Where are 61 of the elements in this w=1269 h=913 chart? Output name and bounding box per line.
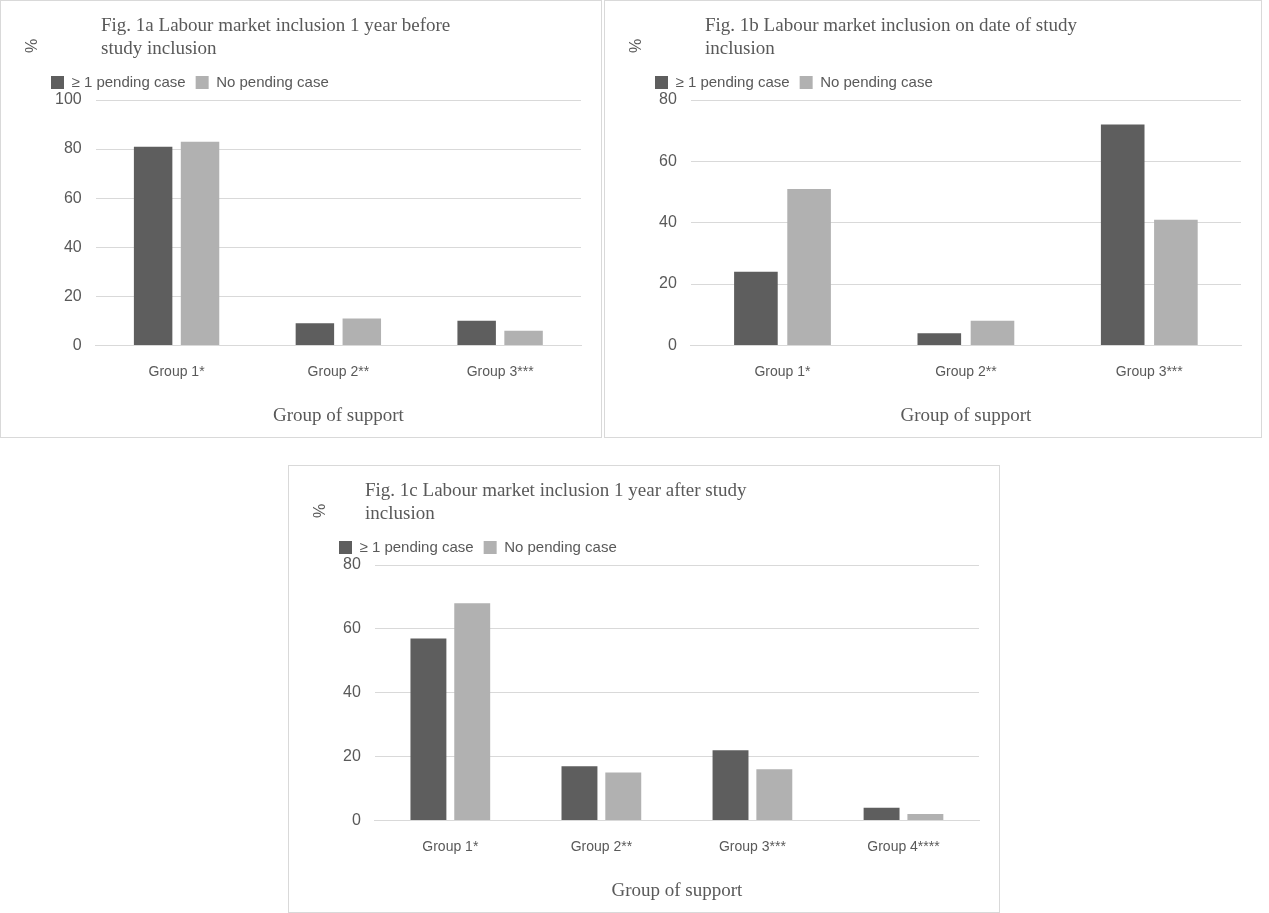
bar	[917, 333, 962, 345]
x-axis-title: Group of support	[272, 403, 405, 425]
y-tick-label: 100	[54, 90, 82, 108]
chart-title: Fig. 1c Labour market inclusion 1 year after study inclusion	[365, 478, 748, 524]
bar	[1100, 124, 1145, 345]
y-tick-label: 0	[351, 810, 361, 828]
x-tick-label: Group 1*	[754, 362, 812, 379]
bar	[454, 603, 491, 820]
legend-label: ≥ 1 pending case	[359, 537, 474, 555]
x-axis-title: Group of support	[900, 403, 1033, 425]
y-axis-title: %	[23, 38, 42, 54]
y-axis-title: %	[311, 503, 330, 519]
y-tick-label: 20	[659, 274, 677, 292]
bar	[787, 188, 831, 345]
y-tick-label: 0	[72, 335, 82, 353]
y-tick-label: 40	[659, 213, 677, 231]
x-tick-label: Group 2**	[307, 362, 370, 379]
x-tick-label: Group 3***	[1115, 362, 1184, 379]
bar	[410, 638, 447, 820]
bar	[342, 318, 382, 345]
bar	[561, 766, 598, 820]
x-tick-label: Group 2**	[570, 837, 633, 854]
bar	[863, 807, 900, 820]
x-tick-label: Group 3***	[718, 837, 787, 854]
y-tick-label: 20	[63, 286, 82, 304]
x-tick-label: Group 4****	[867, 837, 941, 854]
legend-label: No pending case	[820, 72, 933, 90]
y-tick-label: 60	[63, 188, 82, 206]
chart-title: Fig. 1a Labour market inclusion 1 year before study inclusion	[101, 13, 452, 59]
y-tick-label: 40	[63, 237, 82, 255]
bar	[605, 772, 642, 820]
legend-label: No pending case	[216, 72, 329, 90]
y-tick-label: 60	[659, 151, 677, 169]
legend-label: ≥ 1 pending case	[675, 72, 790, 90]
legend-label: ≥ 1 pending case	[71, 72, 186, 90]
chart-title: Fig. 1b Labour market inclusion on date of study inclusion	[705, 13, 1079, 59]
bar	[970, 320, 1015, 345]
x-tick-label: Group 1*	[148, 362, 206, 379]
y-tick-label: 60	[343, 619, 361, 637]
bar	[133, 146, 173, 345]
y-axis-title: %	[627, 38, 646, 54]
bar	[295, 323, 335, 345]
bar	[180, 141, 220, 345]
y-tick-label: 40	[343, 683, 361, 701]
y-tick-label: 80	[659, 90, 677, 108]
x-axis-title: Group of support	[611, 878, 744, 900]
bar	[712, 750, 749, 820]
bar	[457, 320, 496, 345]
bar	[734, 271, 778, 345]
legend-label: No pending case	[504, 537, 617, 555]
y-tick-label: 80	[63, 139, 82, 157]
x-tick-label: Group 2**	[935, 362, 998, 379]
y-tick-label: 20	[343, 746, 361, 764]
y-tick-label: 80	[343, 555, 361, 573]
bar	[756, 769, 793, 820]
y-tick-label: 0	[667, 335, 677, 353]
bar	[504, 330, 543, 345]
bar	[907, 814, 944, 820]
x-tick-label: Group 3***	[466, 362, 535, 379]
x-tick-label: Group 1*	[422, 837, 479, 854]
bar	[1154, 219, 1198, 345]
